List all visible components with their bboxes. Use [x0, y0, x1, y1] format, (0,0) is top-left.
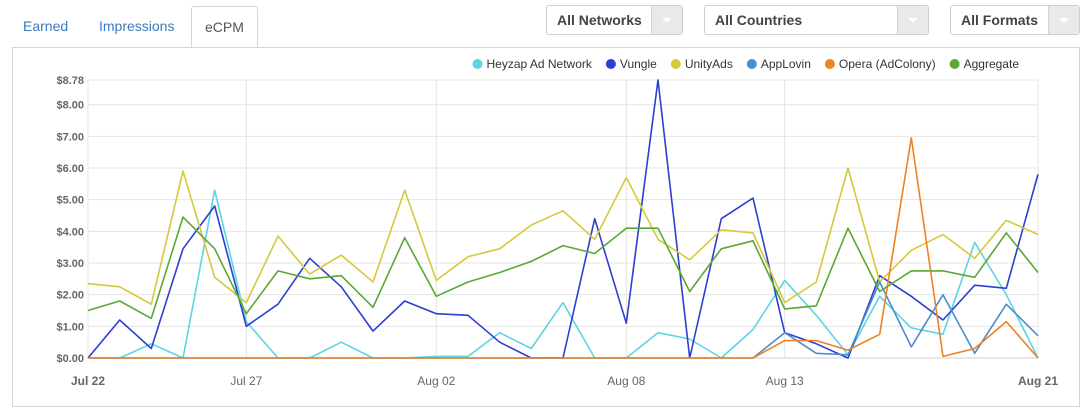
legend-label: Heyzap Ad Network: [487, 57, 593, 71]
x-tick-label: Aug 13: [766, 374, 804, 388]
x-tick-label: Aug 02: [417, 374, 455, 388]
x-tick-label: Aug 08: [607, 374, 645, 388]
series-line-opera-adcolony[interactable]: [88, 137, 1039, 359]
chevron-down-icon: [897, 6, 928, 34]
series-line-aggregate[interactable]: [87, 216, 1039, 320]
y-tick-label: $7.00: [56, 131, 84, 143]
legend-label: Aggregate: [964, 57, 1020, 71]
countries-select-value: All Countries: [715, 12, 803, 28]
series-line-applovin[interactable]: [88, 281, 1039, 359]
tab-ecpm[interactable]: eCPM: [191, 6, 258, 49]
chart-panel: [12, 47, 1080, 407]
chevron-down-icon: [651, 6, 682, 34]
chart-legend: Heyzap Ad Network Vungle UnityAds AppLovin O…: [472, 57, 1020, 71]
tab-impressions[interactable]: Impressions: [99, 18, 175, 34]
formats-select-value: All Formats: [961, 12, 1039, 28]
chart-grid: [87, 79, 1039, 359]
y-tick-label: $8.78: [56, 75, 84, 87]
y-tick-label: $2.00: [56, 290, 84, 302]
tab-earned[interactable]: Earned: [23, 18, 69, 34]
x-tick-label: Jul 22: [71, 374, 105, 388]
y-tick-label: $3.00: [56, 258, 84, 270]
x-tick-label: Aug 21: [1018, 374, 1058, 388]
legend-swatch: [824, 59, 835, 69]
x-tick-label: Jul 27: [230, 374, 262, 388]
legend-label: Vungle: [620, 57, 657, 71]
y-axis: $0.00 $1.00 $2.00 $3.00 $4.00 $5.00 $6.00 $7.00…: [56, 75, 84, 365]
legend-item-unityads[interactable]: UnityAds: [670, 57, 733, 71]
x-axis: Jul 22 Jul 27 Aug 02 Aug 08 Aug 13 Aug 21: [71, 357, 1058, 388]
legend-label: Opera (AdColony): [839, 57, 936, 71]
legend-item-opera-adcolony[interactable]: Opera (AdColony): [824, 57, 936, 71]
series-line-vungle[interactable]: [87, 79, 1039, 359]
y-tick-label: $4.00: [56, 226, 84, 238]
legend-swatch: [670, 59, 681, 69]
y-tick-label: $5.00: [56, 195, 84, 207]
chart-series: [87, 79, 1039, 359]
y-tick-label: $6.00: [56, 163, 84, 175]
legend-swatch: [605, 59, 616, 69]
legend-swatch: [746, 59, 757, 69]
y-tick-label: $1.00: [56, 321, 84, 333]
chevron-down-icon: [1048, 6, 1079, 34]
networks-select-value: All Networks: [557, 12, 642, 28]
legend-item-heyzap-ad-network[interactable]: Heyzap Ad Network: [472, 57, 593, 71]
series-line-heyzap-ad-network[interactable]: [88, 189, 1039, 359]
legend-item-aggregate[interactable]: Aggregate: [949, 57, 1020, 71]
countries-select[interactable]: All Countries: [704, 5, 929, 35]
y-tick-label: $0.00: [56, 353, 84, 365]
legend-item-vungle[interactable]: Vungle: [605, 57, 657, 71]
legend-label: AppLovin: [761, 57, 811, 71]
y-tick-label: $8.00: [56, 100, 84, 112]
networks-select[interactable]: All Networks: [546, 5, 683, 35]
formats-select[interactable]: All Formats: [950, 5, 1080, 35]
legend-item-applovin[interactable]: AppLovin: [746, 57, 811, 71]
legend-swatch: [949, 59, 960, 69]
legend-swatch: [472, 59, 483, 69]
legend-label: UnityAds: [685, 57, 733, 71]
